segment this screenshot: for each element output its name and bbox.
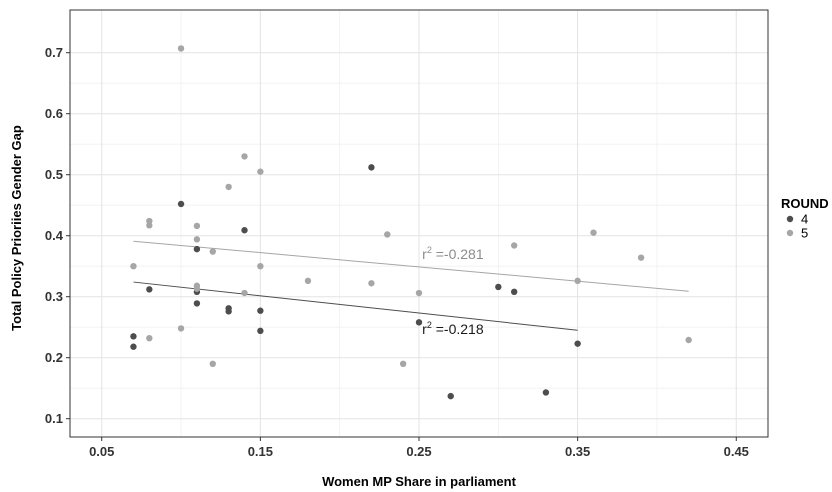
point-round-5 — [241, 153, 248, 160]
point-round-4 — [257, 327, 264, 335]
legend-key-5 — [786, 229, 794, 237]
annotation-value: =-0.281 — [432, 246, 484, 262]
point-round-5 — [193, 236, 201, 243]
x-tick-label: 0.15 — [248, 444, 273, 459]
point-round-5 — [130, 263, 137, 270]
point-round-5 — [304, 277, 312, 285]
point-round-4 — [542, 389, 550, 396]
annotation-base: r — [422, 246, 427, 262]
y-axis-ticks: 0.1 0.2 0.3 0.4 0.5 0.6 0.7 — [45, 45, 70, 426]
x-tick-label: 0.05 — [89, 444, 114, 459]
point-round-5 — [399, 360, 407, 367]
point-round-5 — [590, 229, 597, 236]
x-axis-title: Women MP Share in parliament — [322, 474, 517, 489]
trend-lines — [133, 240, 689, 331]
trend-line-4 — [133, 281, 578, 331]
trend-line-5 — [133, 240, 689, 292]
point-round-5 — [257, 168, 264, 175]
point-round-4 — [495, 283, 502, 291]
point-round-5 — [177, 325, 185, 332]
y-tick-label: 0.5 — [45, 167, 63, 182]
x-tick-label: 0.45 — [724, 444, 749, 459]
point-round-5 — [257, 263, 264, 270]
grid — [70, 10, 768, 437]
legend-key-4 — [786, 215, 794, 223]
data-points — [130, 45, 692, 400]
point-round-5 — [146, 334, 153, 342]
point-round-5 — [241, 289, 248, 297]
point-round-4 — [415, 319, 423, 326]
point-round-5 — [384, 231, 391, 238]
annotation-superscript: 2 — [427, 245, 432, 255]
point-round-4 — [225, 308, 232, 315]
point-round-5 — [193, 222, 201, 230]
point-round-4 — [447, 392, 454, 400]
y-tick-label: 0.2 — [45, 350, 63, 365]
annotation-base: r — [422, 321, 427, 337]
point-round-5 — [510, 242, 518, 249]
point-round-4 — [368, 164, 375, 171]
point-round-5 — [574, 277, 581, 285]
point-round-4 — [257, 307, 264, 314]
r-squared-label-4: r2 =-0.218 — [422, 320, 484, 337]
point-round-4 — [130, 333, 137, 340]
point-round-4 — [193, 245, 201, 253]
y-tick-label: 0.6 — [45, 106, 63, 121]
x-axis-ticks: 0.05 0.15 0.25 0.35 0.45 — [89, 437, 749, 459]
point-round-4 — [130, 343, 137, 350]
point-round-4 — [146, 286, 153, 293]
point-round-4 — [241, 227, 248, 234]
point-round-5 — [193, 285, 201, 292]
point-round-5 — [177, 45, 185, 52]
point-round-5 — [685, 336, 692, 344]
annotation-superscript: 2 — [427, 320, 432, 330]
r-squared-label-5: r2 =-0.281 — [422, 245, 484, 262]
point-round-4 — [574, 340, 581, 347]
point-round-4 — [510, 288, 518, 296]
point-round-5 — [209, 248, 216, 255]
point-round-5 — [637, 254, 645, 261]
y-tick-label: 0.7 — [45, 45, 63, 60]
point-round-5 — [146, 222, 153, 229]
y-tick-label: 0.4 — [45, 228, 64, 243]
point-round-5 — [225, 183, 232, 191]
x-tick-label: 0.25 — [406, 444, 431, 459]
legend-label-5: 5 — [801, 226, 808, 241]
legend: ROUND 45 — [781, 196, 829, 241]
x-tick-label: 0.35 — [565, 444, 590, 459]
legend-label-4: 4 — [801, 212, 808, 227]
y-tick-label: 0.1 — [45, 411, 63, 426]
point-round-4 — [177, 200, 185, 208]
legend-title: ROUND — [781, 196, 829, 211]
annotation-value: =-0.218 — [432, 321, 484, 337]
point-round-5 — [415, 289, 423, 297]
y-tick-label: 0.3 — [45, 289, 63, 304]
point-round-4 — [193, 300, 201, 307]
point-round-5 — [368, 280, 375, 287]
point-round-5 — [209, 360, 216, 367]
y-axis-title: Total Policy Prioriies Gender Gap — [9, 125, 24, 331]
